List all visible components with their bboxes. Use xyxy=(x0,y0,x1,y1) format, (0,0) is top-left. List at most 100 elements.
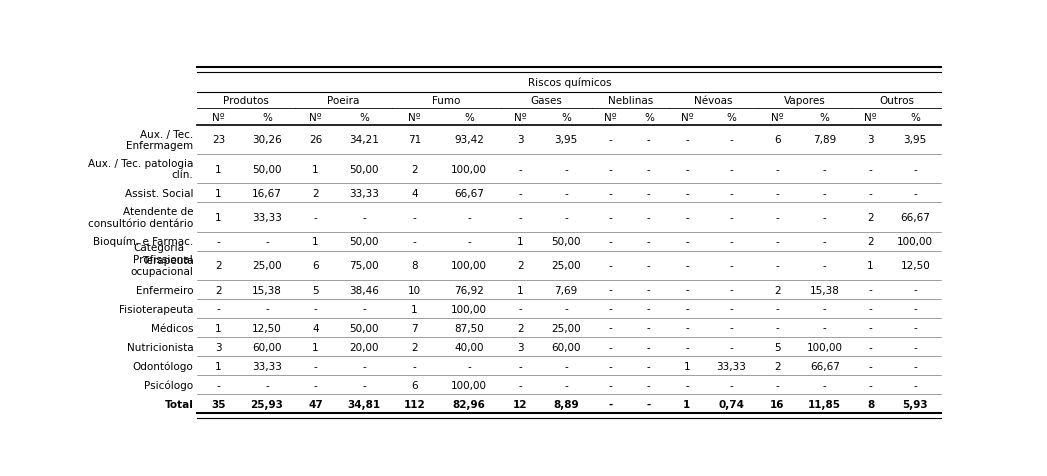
Text: 6: 6 xyxy=(411,380,418,390)
Text: -: - xyxy=(647,164,651,174)
Text: -: - xyxy=(647,399,651,409)
Text: 5,93: 5,93 xyxy=(903,399,928,409)
Text: -: - xyxy=(730,237,733,247)
Text: -: - xyxy=(647,237,651,247)
Text: -: - xyxy=(869,304,872,314)
Text: -: - xyxy=(730,380,733,390)
Text: %: % xyxy=(910,112,920,122)
Text: -: - xyxy=(609,213,612,223)
Text: -: - xyxy=(823,380,826,390)
Text: -: - xyxy=(609,304,612,314)
Text: 71: 71 xyxy=(408,135,421,145)
Text: 100,00: 100,00 xyxy=(451,261,487,271)
Text: 0,74: 0,74 xyxy=(718,399,744,409)
Text: Enfermeiro: Enfermeiro xyxy=(136,285,194,295)
Text: 3: 3 xyxy=(867,135,874,145)
Text: 2: 2 xyxy=(411,342,418,352)
Text: 60,00: 60,00 xyxy=(252,342,282,352)
Text: -: - xyxy=(217,304,220,314)
Text: Terapeuta
ocupacional: Terapeuta ocupacional xyxy=(131,255,194,277)
Text: Odontólogo: Odontólogo xyxy=(133,361,194,371)
Text: 50,00: 50,00 xyxy=(350,164,379,174)
Text: 112: 112 xyxy=(404,399,425,409)
Text: Categoria
Profissional: Categoria Profissional xyxy=(133,243,193,265)
Text: 50,00: 50,00 xyxy=(350,323,379,333)
Text: -: - xyxy=(823,213,826,223)
Text: 1: 1 xyxy=(312,164,319,174)
Text: -: - xyxy=(823,323,826,333)
Text: -: - xyxy=(564,164,569,174)
Text: -: - xyxy=(776,213,779,223)
Text: -: - xyxy=(609,237,612,247)
Text: 2: 2 xyxy=(215,261,222,271)
Text: Gases: Gases xyxy=(531,96,562,106)
Text: -: - xyxy=(609,285,612,295)
Text: -: - xyxy=(647,188,651,198)
Text: 66,67: 66,67 xyxy=(900,213,930,223)
Text: Médicos: Médicos xyxy=(151,323,194,333)
Text: 100,00: 100,00 xyxy=(451,304,487,314)
Text: 1: 1 xyxy=(517,237,524,247)
Text: -: - xyxy=(823,304,826,314)
Text: -: - xyxy=(913,188,917,198)
Text: 2: 2 xyxy=(774,285,781,295)
Text: -: - xyxy=(314,361,317,371)
Text: -: - xyxy=(685,164,689,174)
Text: 12,50: 12,50 xyxy=(900,261,930,271)
Text: -: - xyxy=(609,342,612,352)
Text: -: - xyxy=(362,304,366,314)
Text: -: - xyxy=(869,285,872,295)
Text: -: - xyxy=(730,342,733,352)
Text: %: % xyxy=(644,112,653,122)
Text: Nº: Nº xyxy=(514,112,527,122)
Text: -: - xyxy=(647,135,651,145)
Text: -: - xyxy=(413,237,417,247)
Text: -: - xyxy=(314,380,317,390)
Text: -: - xyxy=(869,188,872,198)
Text: -: - xyxy=(730,188,733,198)
Text: 4: 4 xyxy=(411,188,418,198)
Text: -: - xyxy=(564,213,569,223)
Text: %: % xyxy=(561,112,571,122)
Text: -: - xyxy=(265,304,269,314)
Text: 30,26: 30,26 xyxy=(252,135,282,145)
Text: 1: 1 xyxy=(312,237,319,247)
Text: -: - xyxy=(685,213,689,223)
Text: Nº: Nº xyxy=(681,112,693,122)
Text: 7: 7 xyxy=(411,323,418,333)
Text: Nº: Nº xyxy=(213,112,225,122)
Text: 1: 1 xyxy=(517,285,524,295)
Text: -: - xyxy=(823,164,826,174)
Text: -: - xyxy=(730,323,733,333)
Text: 87,50: 87,50 xyxy=(454,323,484,333)
Text: -: - xyxy=(362,213,366,223)
Text: 75,00: 75,00 xyxy=(350,261,379,271)
Text: -: - xyxy=(913,342,917,352)
Text: Nº: Nº xyxy=(309,112,321,122)
Text: -: - xyxy=(647,361,651,371)
Text: -: - xyxy=(467,237,471,247)
Text: Nº: Nº xyxy=(604,112,617,122)
Text: 2: 2 xyxy=(411,164,418,174)
Text: -: - xyxy=(518,304,522,314)
Text: 5: 5 xyxy=(774,342,781,352)
Text: -: - xyxy=(362,380,366,390)
Text: 3,95: 3,95 xyxy=(904,135,927,145)
Text: 3: 3 xyxy=(517,342,524,352)
Text: 1: 1 xyxy=(411,304,418,314)
Text: 12,50: 12,50 xyxy=(252,323,282,333)
Text: -: - xyxy=(869,361,872,371)
Text: -: - xyxy=(685,304,689,314)
Text: Aux. / Tec. patologia
clín.: Aux. / Tec. patologia clín. xyxy=(88,159,194,180)
Text: 1: 1 xyxy=(215,164,222,174)
Text: %: % xyxy=(262,112,272,122)
Text: 1: 1 xyxy=(215,323,222,333)
Text: -: - xyxy=(685,323,689,333)
Text: -: - xyxy=(776,164,779,174)
Text: Fisioterapeuta: Fisioterapeuta xyxy=(119,304,194,314)
Text: -: - xyxy=(314,213,317,223)
Text: Bioquím. e Farmac.: Bioquím. e Farmac. xyxy=(93,237,194,247)
Text: 100,00: 100,00 xyxy=(897,237,933,247)
Text: -: - xyxy=(564,361,569,371)
Text: -: - xyxy=(647,323,651,333)
